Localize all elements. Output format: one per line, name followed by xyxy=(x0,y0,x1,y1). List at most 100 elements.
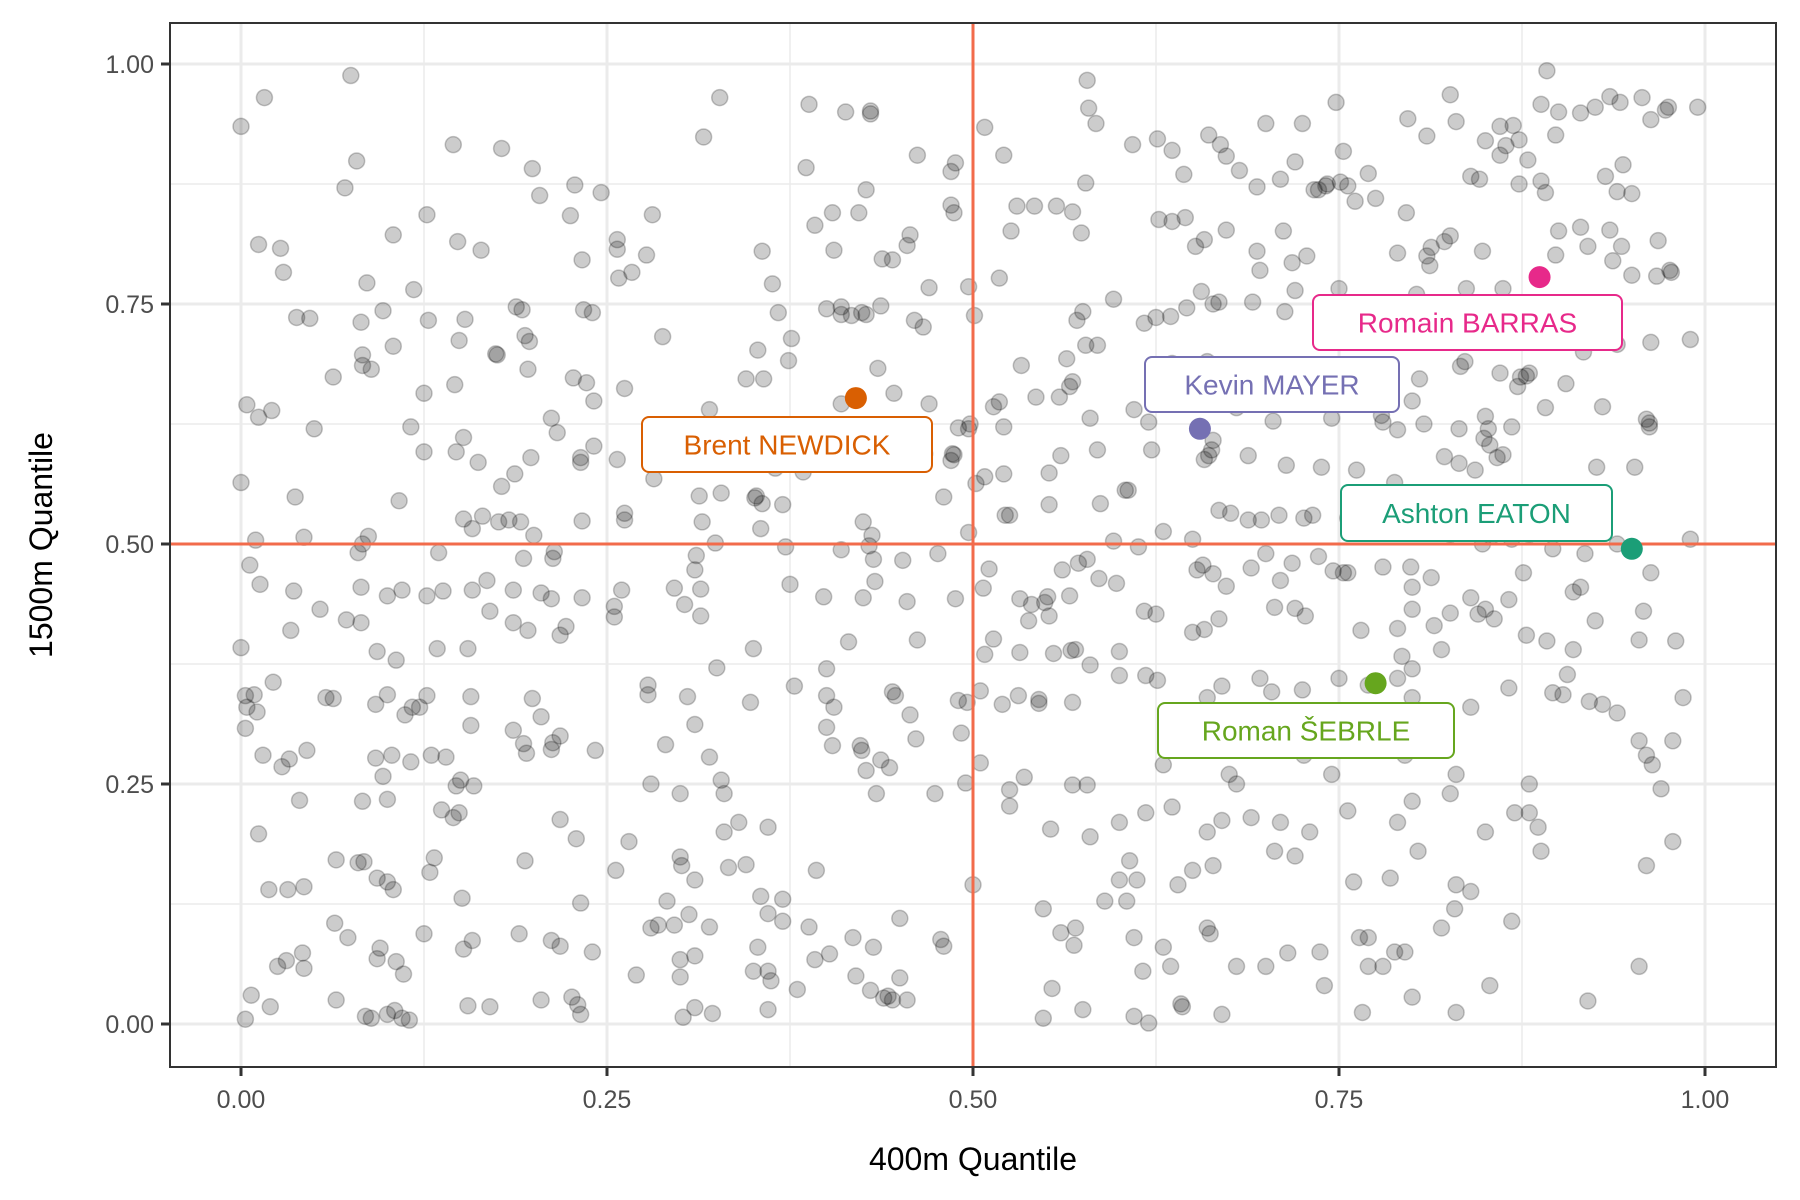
data-point xyxy=(1305,181,1323,199)
data-point xyxy=(525,526,543,545)
data-point xyxy=(1066,640,1085,659)
data-point xyxy=(1139,413,1158,431)
data-point xyxy=(481,997,499,1016)
data-point xyxy=(425,849,443,867)
data-point xyxy=(658,892,676,910)
data-point xyxy=(1248,242,1266,260)
data-point xyxy=(1517,626,1536,644)
data-point xyxy=(1571,578,1590,596)
data-point xyxy=(608,450,626,469)
data-point xyxy=(1169,876,1187,894)
data-point xyxy=(1175,165,1193,184)
data-point xyxy=(356,1007,375,1026)
data-point xyxy=(571,894,590,912)
data-point xyxy=(1403,660,1421,678)
data-point xyxy=(901,706,919,724)
data-point xyxy=(994,146,1013,164)
athlete-label-box xyxy=(1144,356,1400,413)
data-point xyxy=(1311,943,1329,961)
data-point xyxy=(1536,183,1555,202)
data-point xyxy=(1110,813,1129,832)
data-point xyxy=(1279,944,1297,962)
data-point xyxy=(857,305,875,324)
data-point xyxy=(347,152,366,170)
data-point xyxy=(384,226,403,244)
data-point xyxy=(1344,873,1363,891)
data-point xyxy=(1204,431,1222,450)
data-point xyxy=(605,608,624,626)
highlighted-athletes: Romain BARRAS Kevin MAYER Brent NEWDICK Ash… xyxy=(641,266,1643,759)
data-point xyxy=(942,451,960,470)
data-point xyxy=(686,561,704,579)
data-point xyxy=(886,686,905,705)
data-point xyxy=(1204,856,1222,875)
data-point xyxy=(800,95,818,114)
data-point xyxy=(1532,172,1550,190)
data-point xyxy=(1134,962,1152,980)
data-point xyxy=(776,538,795,556)
data-point xyxy=(946,589,965,608)
data-point xyxy=(1388,669,1407,688)
data-point xyxy=(971,682,990,700)
data-point xyxy=(418,587,436,605)
data-point xyxy=(1044,644,1063,663)
data-point xyxy=(236,719,255,738)
data-point xyxy=(945,204,963,222)
data-point xyxy=(428,639,446,658)
data-point xyxy=(1183,623,1202,642)
data-point xyxy=(327,991,345,1009)
data-point xyxy=(1403,392,1421,410)
data-point xyxy=(1396,943,1414,961)
data-point xyxy=(1481,976,1499,995)
data-point xyxy=(478,571,496,590)
data-point xyxy=(737,370,755,388)
data-point xyxy=(394,965,413,983)
data-point xyxy=(671,950,689,969)
data-point xyxy=(1447,876,1465,894)
data-point xyxy=(1664,732,1682,750)
data-point xyxy=(1213,811,1231,830)
data-point xyxy=(1611,93,1629,112)
data-point xyxy=(444,808,463,827)
data-point xyxy=(573,589,591,607)
data-point xyxy=(1549,222,1568,240)
data-point xyxy=(574,301,593,319)
data-point xyxy=(1637,410,1656,428)
y-tick-label: 0.00 xyxy=(105,1011,154,1039)
data-point xyxy=(994,465,1013,483)
data-point xyxy=(305,420,323,438)
data-point xyxy=(975,645,994,664)
data-point xyxy=(1661,261,1679,280)
data-point xyxy=(971,754,990,772)
data-point xyxy=(946,154,965,172)
data-point xyxy=(615,504,634,523)
data-point xyxy=(961,415,979,433)
data-point xyxy=(510,925,528,943)
data-point xyxy=(1217,577,1236,595)
data-point xyxy=(744,962,763,980)
data-point xyxy=(639,676,657,694)
data-point xyxy=(908,146,927,164)
data-point xyxy=(1154,756,1173,774)
data-point xyxy=(1441,227,1460,245)
data-point xyxy=(686,871,704,889)
data-point xyxy=(1009,686,1028,705)
data-point xyxy=(820,945,839,963)
data-point xyxy=(1503,418,1521,436)
data-point xyxy=(586,741,605,760)
data-point xyxy=(1435,232,1454,251)
data-point xyxy=(415,443,433,461)
data-point xyxy=(403,698,422,716)
data-point xyxy=(1593,397,1612,416)
data-point xyxy=(708,659,726,677)
data-point xyxy=(1000,797,1019,815)
data-point xyxy=(1242,808,1260,827)
data-point xyxy=(311,600,329,619)
data-point xyxy=(249,408,268,427)
data-point xyxy=(557,617,575,636)
data-point xyxy=(1388,619,1407,638)
data-point xyxy=(873,250,891,268)
data-point xyxy=(1264,412,1282,430)
data-point xyxy=(1293,681,1312,699)
